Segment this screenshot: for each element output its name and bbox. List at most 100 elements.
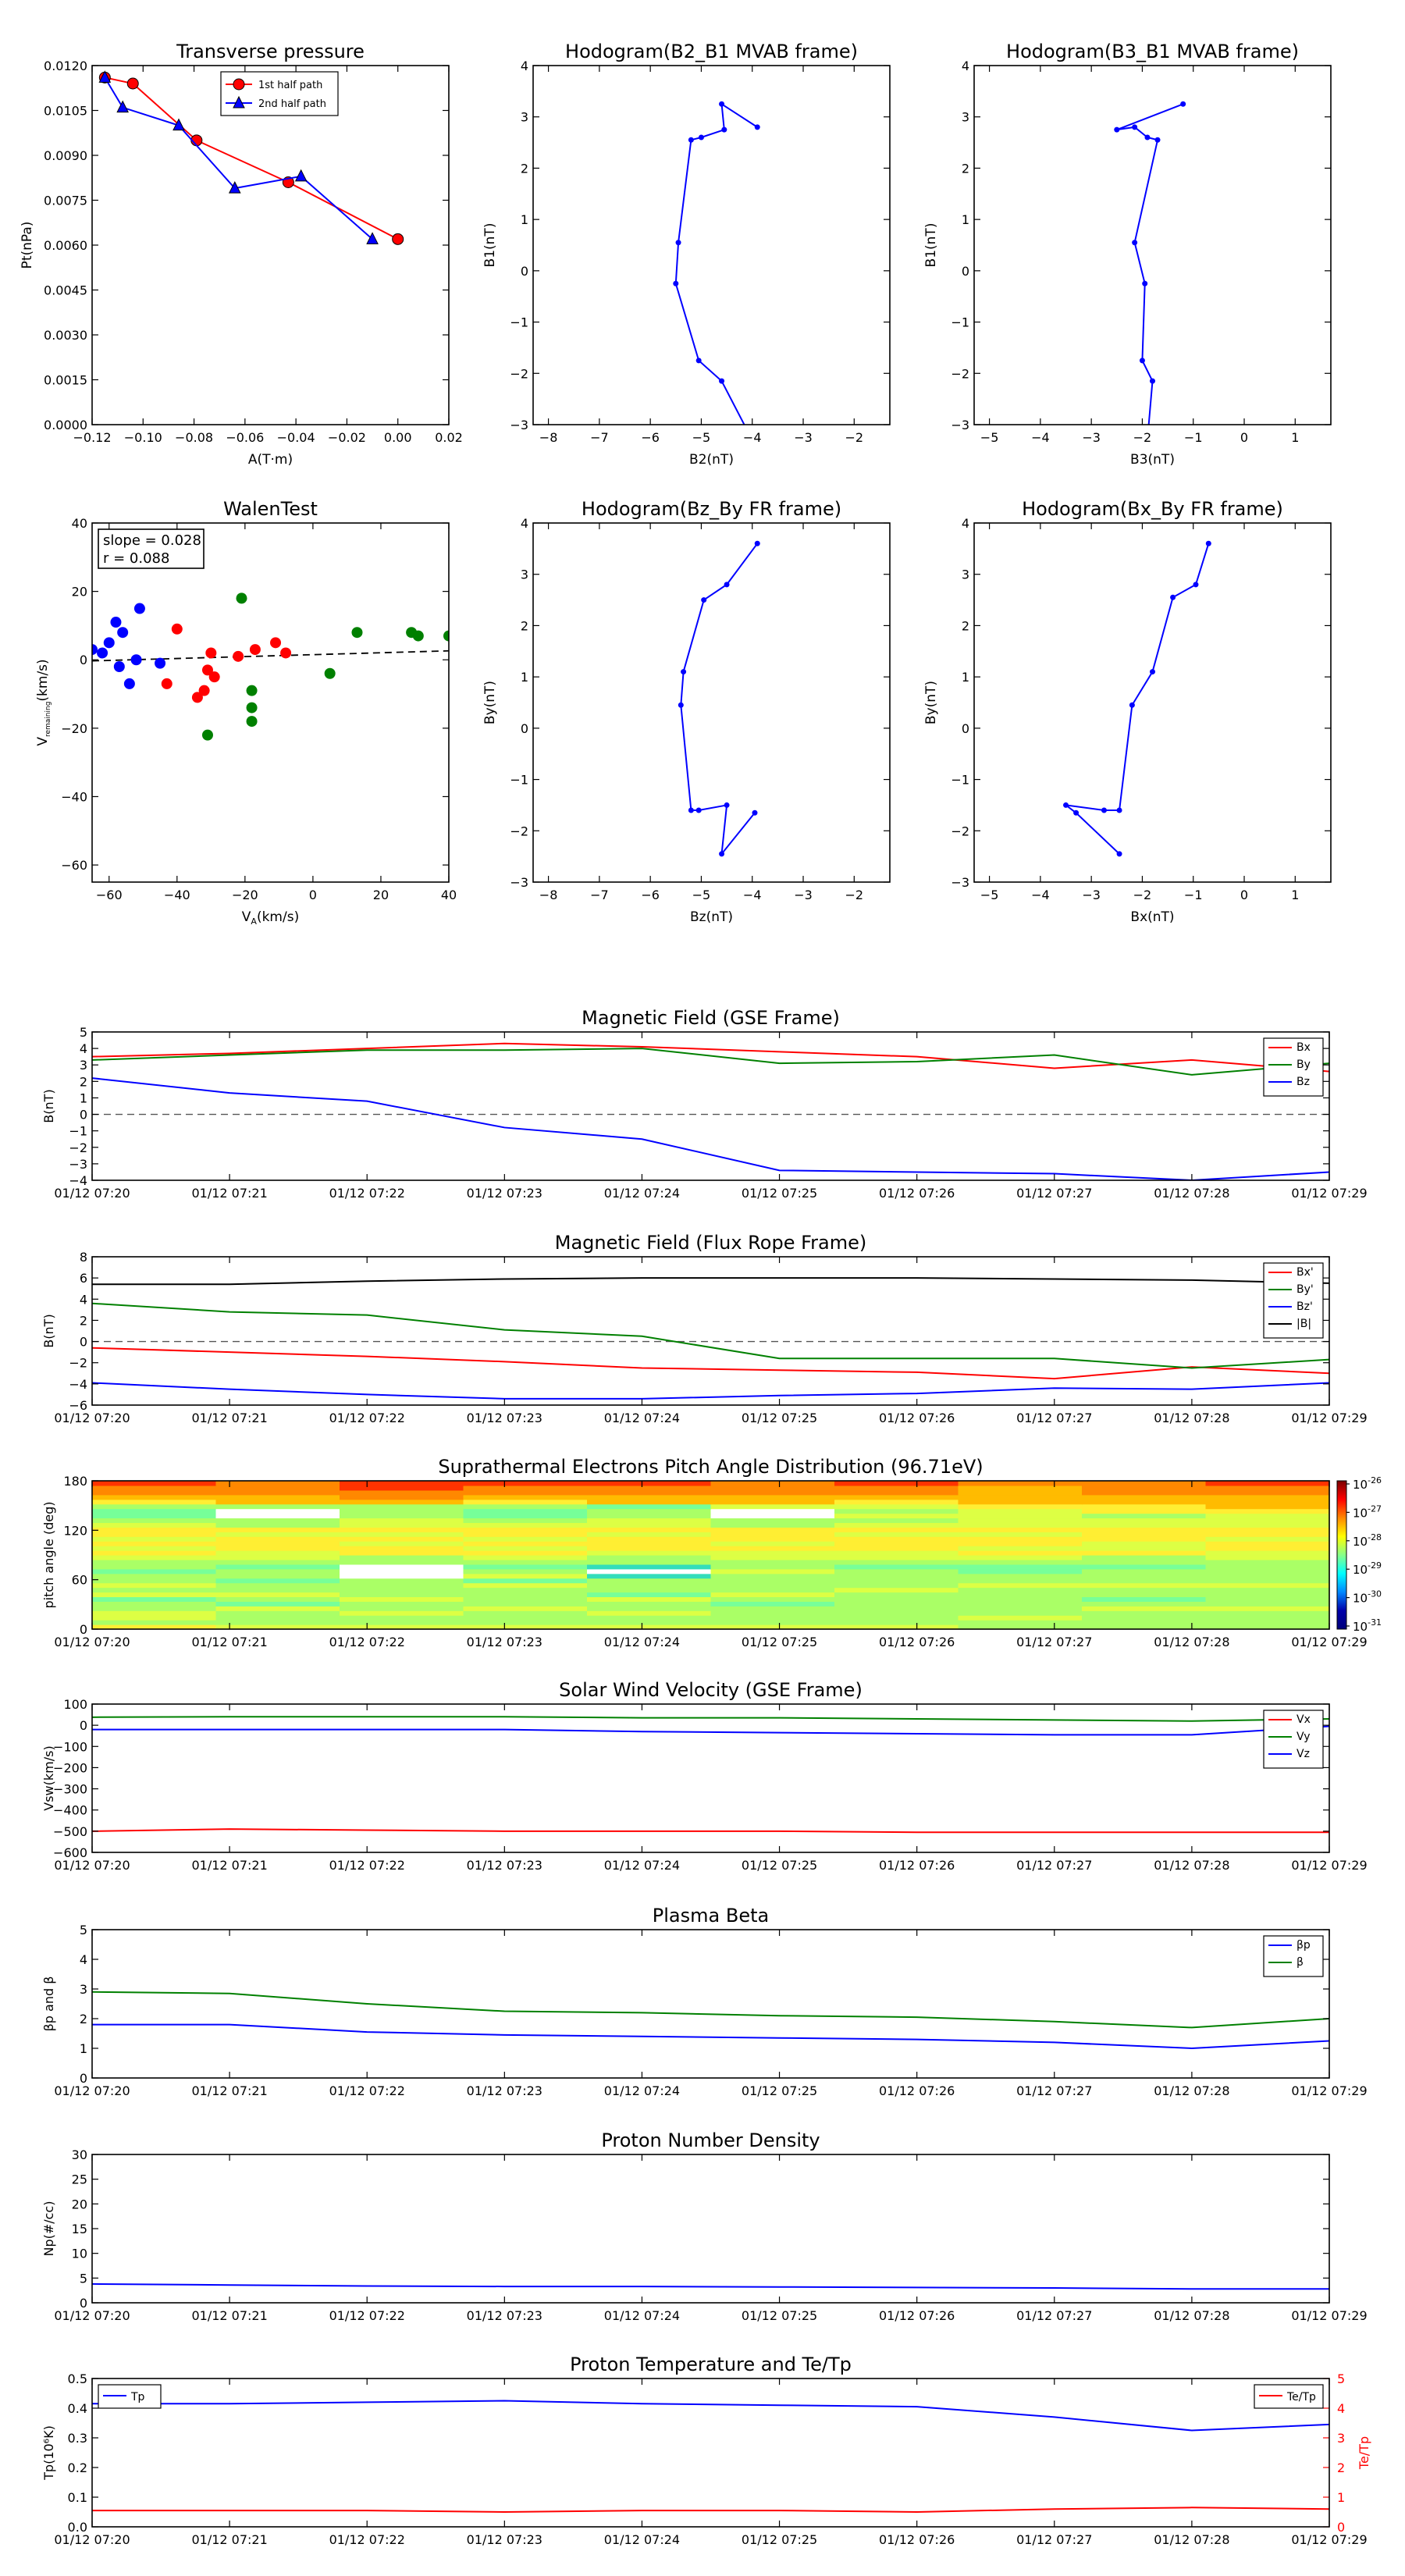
- y-tick-label: 2: [521, 161, 528, 176]
- heatmap-cell: [710, 1620, 835, 1625]
- y-tick-label: 0.0030: [44, 328, 87, 343]
- heatmap-cell: [710, 1573, 835, 1579]
- heatmap-cell: [92, 1494, 217, 1500]
- data-point: [117, 627, 129, 639]
- series-line-2: [92, 1077, 1329, 1180]
- heatmap-cell: [1205, 1550, 1330, 1556]
- y-tick-label: 4: [521, 516, 528, 531]
- time-tick-label: 01/12 07:24: [604, 2308, 680, 2323]
- heatmap-cell: [834, 1620, 959, 1625]
- heatmap-cell: [834, 1513, 959, 1519]
- time-tick-label: 01/12 07:21: [191, 2532, 267, 2547]
- time-tick-label: 01/12 07:20: [54, 1858, 130, 1873]
- time-tick-label: 01/12 07:21: [191, 1411, 267, 1425]
- time-tick-label: 01/12 07:23: [467, 2308, 542, 2323]
- heatmap-cell: [1205, 1573, 1330, 1579]
- heatmap-cell: [1205, 1527, 1330, 1532]
- heatmap-cell: [340, 1615, 464, 1621]
- heatmap-cell: [834, 1494, 959, 1500]
- y-tick-label: 5: [80, 2271, 87, 2286]
- heatmap-cell: [463, 1522, 588, 1528]
- x-tick-label: −40: [164, 888, 190, 902]
- x-tick-label: 20: [373, 888, 389, 902]
- y-tick-label: −3: [510, 875, 528, 890]
- heatmap-cell: [834, 1517, 959, 1524]
- x-tick-label: −3: [794, 888, 813, 902]
- heatmap-cell: [340, 1499, 464, 1505]
- heatmap-cell: [215, 1485, 340, 1491]
- data-point: [1142, 280, 1148, 286]
- time-tick-label: 01/12 07:25: [742, 1635, 817, 1649]
- y-tick-label: 0: [80, 1622, 87, 1637]
- data-point: [412, 630, 424, 642]
- data-point: [1073, 809, 1080, 816]
- plot-area: [92, 1042, 1329, 1180]
- x-tick-label: −3: [794, 430, 813, 445]
- time-tick-label: 01/12 07:24: [604, 2083, 680, 2098]
- heatmap-cell: [958, 1587, 1083, 1593]
- heatmap-cell: [1082, 1568, 1207, 1574]
- series-line-0: [1062, 543, 1210, 855]
- x-tick-label: −2: [845, 888, 864, 902]
- chart-title: Suprathermal Electrons Pitch Angle Distr…: [438, 1456, 983, 1478]
- heatmap-cell: [834, 1615, 959, 1621]
- annotation-text: r = 0.088: [103, 550, 169, 567]
- heatmap-cell: [1082, 1610, 1207, 1616]
- y-tick-label: 0: [521, 264, 528, 279]
- panel-tp: 0.0 0.1 0.2 0.3 0.4 0.5 0 1 2 3 4 5 01/12 07:20 01/12…: [41, 2354, 1371, 2547]
- data-point: [701, 597, 707, 603]
- data-point: [92, 644, 98, 656]
- heatmap-cell: [1205, 1499, 1330, 1505]
- heatmap-cell: [958, 1508, 1083, 1514]
- time-tick-label: 01/12 07:28: [1154, 2532, 1229, 2547]
- heatmap-cell: [340, 1508, 464, 1514]
- heatmap-cell: [92, 1541, 217, 1546]
- heatmap-cell: [1082, 1596, 1207, 1602]
- y-tick-label: 3: [962, 110, 969, 125]
- legend-label: Vx: [1297, 1713, 1311, 1726]
- heatmap-cell: [1082, 1578, 1207, 1584]
- panel-pad: 0 60 120 180 01/12 07:20 01/12 07:21 01/12 07:…: [41, 1456, 1382, 1649]
- data-point: [133, 603, 145, 614]
- y-tick-label: 3: [80, 1058, 87, 1073]
- y-tick-label: 0.3: [68, 2431, 87, 2446]
- heatmap-cell: [710, 1587, 835, 1593]
- data-point: [1132, 124, 1138, 130]
- heatmap-cell: [215, 1503, 340, 1510]
- data-point: [116, 100, 129, 113]
- heatmap-cell: [587, 1536, 712, 1542]
- time-tick-label: 01/12 07:22: [329, 1635, 405, 1649]
- x-tick-label: −3: [1082, 430, 1101, 445]
- time-tick-label: 01/12 07:24: [604, 1411, 680, 1425]
- heatmap-cell: [834, 1559, 959, 1565]
- y-tick-label: −1: [951, 773, 969, 788]
- y-tick-label: −1: [510, 773, 528, 788]
- heatmap-cell: [958, 1527, 1083, 1532]
- heatmap-cell: [710, 1559, 835, 1565]
- heatmap-cell: [710, 1489, 835, 1496]
- series-line-0: [674, 102, 758, 425]
- y2-tick-label: 3: [1337, 2431, 1345, 2446]
- data-point: [366, 232, 379, 244]
- time-tick-label: 01/12 07:27: [1016, 2083, 1092, 2098]
- heatmap-cell: [215, 1546, 340, 1551]
- heatmap-cell: [1082, 1503, 1207, 1510]
- data-point: [126, 77, 139, 90]
- heatmap-cell: [340, 1494, 464, 1500]
- time-tick-label: 01/12 07:25: [742, 2532, 817, 2547]
- data-point: [173, 118, 185, 131]
- heatmap-cell: [215, 1481, 340, 1486]
- heatmap-cell: [463, 1564, 588, 1570]
- heatmap-cell: [92, 1550, 217, 1556]
- y-tick-label: 0.4: [68, 2401, 87, 2416]
- heatmap-cell: [958, 1610, 1083, 1616]
- axes-frame: [532, 522, 891, 883]
- time-tick-label: 01/12 07:24: [604, 1858, 680, 1873]
- heatmap-cell: [463, 1536, 588, 1542]
- heatmap-cell: [958, 1522, 1083, 1528]
- heatmap-cell: [1082, 1541, 1207, 1546]
- colorbar-tick-label: 10-31: [1353, 1617, 1382, 1634]
- heatmap-cell: [834, 1596, 959, 1602]
- time-tick-label: 01/12 07:29: [1291, 2532, 1367, 2547]
- y2-axis-label: Te/Tp: [1357, 2436, 1371, 2470]
